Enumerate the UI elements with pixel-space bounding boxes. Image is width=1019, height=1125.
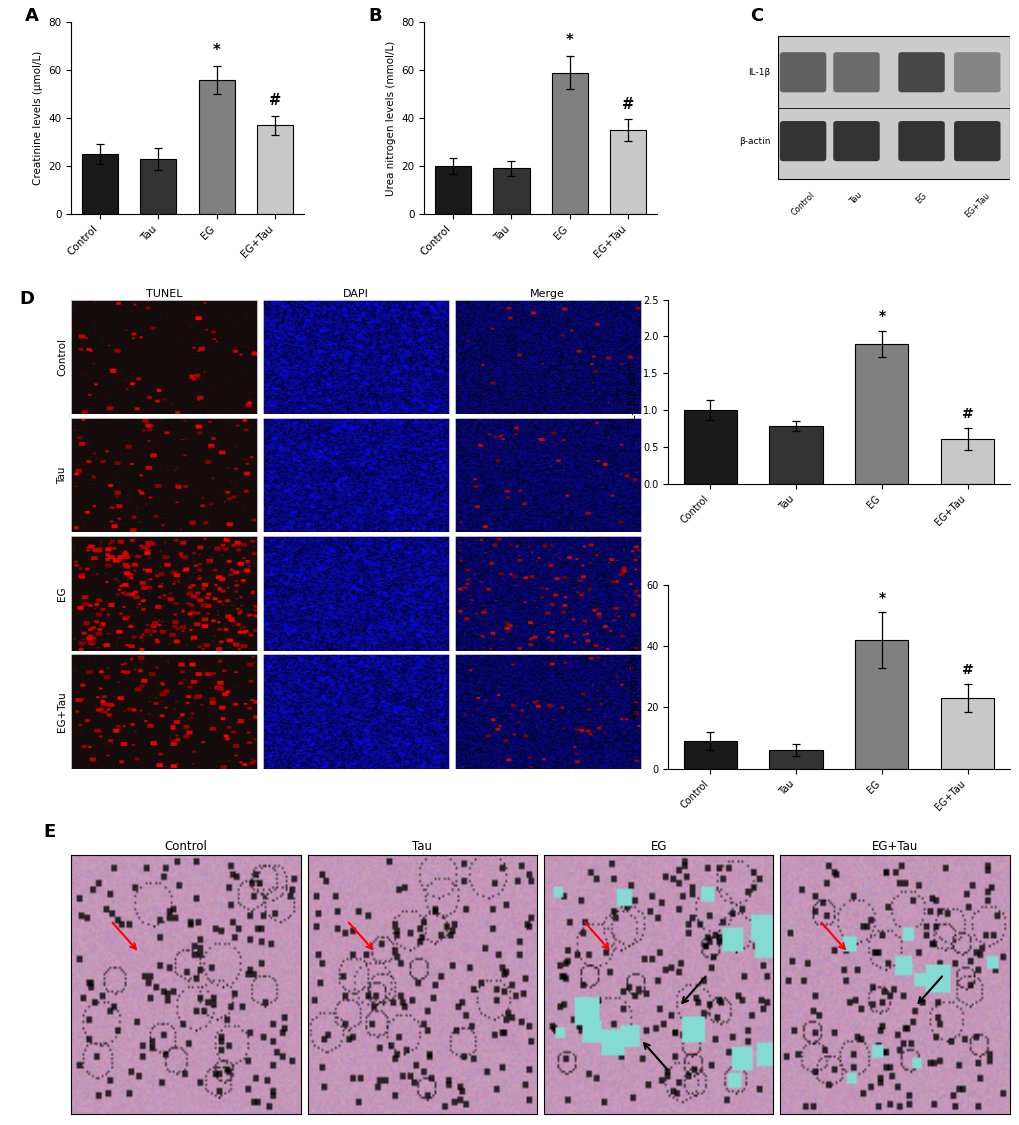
- Bar: [941, 440, 994, 484]
- FancyBboxPatch shape: [780, 52, 825, 92]
- Bar: [257, 125, 292, 214]
- Bar: [493, 169, 529, 214]
- FancyBboxPatch shape: [898, 122, 944, 161]
- Y-axis label: IL-1β/β-actin: IL-1β/β-actin: [627, 361, 637, 422]
- Bar: [768, 426, 822, 484]
- Text: #: #: [961, 407, 972, 421]
- Title: Merge: Merge: [530, 289, 565, 299]
- Title: Control: Control: [164, 840, 207, 854]
- Title: EG: EG: [650, 840, 666, 854]
- FancyBboxPatch shape: [780, 122, 825, 161]
- Text: #: #: [622, 97, 634, 111]
- Title: EG+Tau: EG+Tau: [871, 840, 917, 854]
- Y-axis label: EG+Tau: EG+Tau: [57, 691, 67, 731]
- Bar: [82, 154, 118, 214]
- FancyBboxPatch shape: [898, 52, 944, 92]
- Bar: [768, 750, 822, 768]
- Bar: [776, 36, 1009, 179]
- Text: #: #: [269, 93, 281, 108]
- Y-axis label: Urea nitrogen levels (mmol/L): Urea nitrogen levels (mmol/L): [385, 40, 395, 196]
- Bar: [609, 130, 646, 214]
- FancyBboxPatch shape: [833, 52, 878, 92]
- Text: EG+Tau: EG+Tau: [962, 191, 990, 219]
- Text: C: C: [749, 7, 762, 25]
- Text: *: *: [877, 309, 884, 323]
- Bar: [434, 166, 471, 214]
- Text: *: *: [877, 591, 884, 605]
- Text: IL-1β: IL-1β: [748, 68, 769, 76]
- Bar: [683, 410, 736, 484]
- Bar: [855, 640, 908, 768]
- Bar: [141, 159, 176, 214]
- FancyBboxPatch shape: [953, 52, 1000, 92]
- Text: β-actin: β-actin: [739, 136, 769, 145]
- Text: #: #: [961, 663, 972, 677]
- Text: *: *: [566, 34, 573, 48]
- Title: Tau: Tau: [412, 840, 432, 854]
- Text: Tau: Tau: [848, 191, 863, 207]
- Text: EG: EG: [913, 191, 927, 205]
- FancyBboxPatch shape: [833, 122, 878, 161]
- Bar: [199, 80, 234, 214]
- Y-axis label: Apoptotic cell (%): Apoptotic cell (%): [630, 633, 640, 720]
- Y-axis label: Control: Control: [57, 338, 67, 376]
- Text: Control: Control: [789, 191, 816, 218]
- Y-axis label: Creatinine levels (μmol/L): Creatinine levels (μmol/L): [33, 51, 43, 186]
- Title: DAPI: DAPI: [342, 289, 369, 299]
- Text: E: E: [44, 824, 56, 842]
- Text: A: A: [24, 7, 39, 25]
- Bar: [855, 344, 908, 484]
- Text: *: *: [213, 43, 220, 57]
- Bar: [551, 73, 587, 214]
- Bar: [683, 741, 736, 768]
- Text: D: D: [19, 290, 35, 308]
- Text: B: B: [368, 7, 382, 25]
- Y-axis label: EG: EG: [57, 586, 67, 601]
- FancyBboxPatch shape: [953, 122, 1000, 161]
- Y-axis label: Tau: Tau: [57, 467, 67, 484]
- Bar: [941, 699, 994, 768]
- Title: TUNEL: TUNEL: [146, 289, 182, 299]
